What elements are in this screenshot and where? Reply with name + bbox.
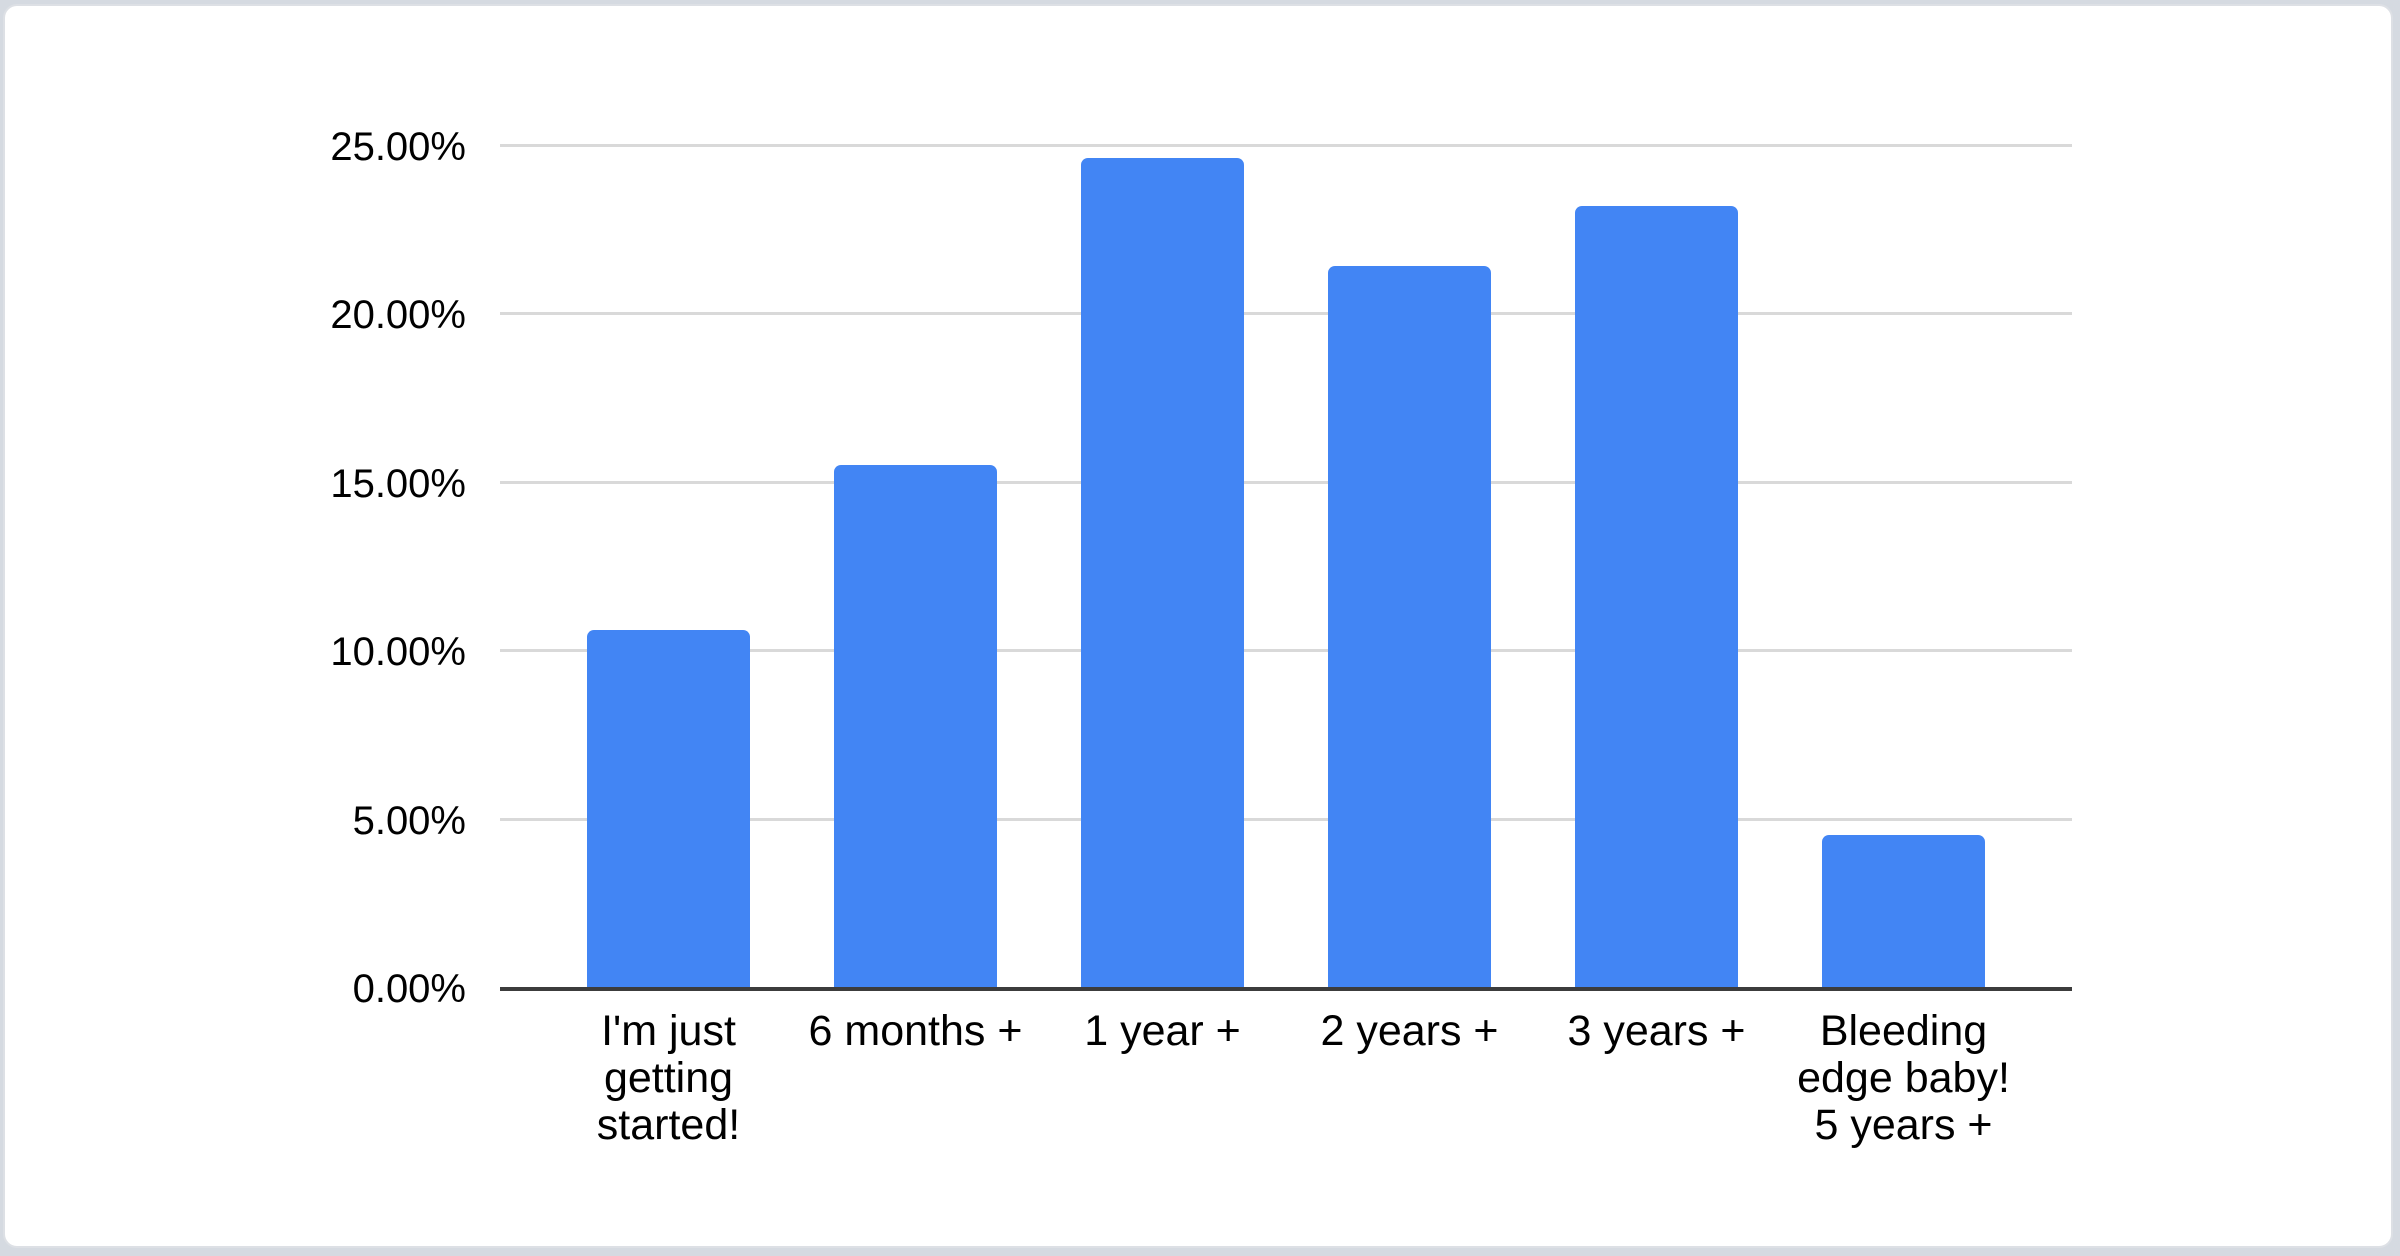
y-axis-tick-label: 10.00% [330,630,466,675]
y-axis-tick-label: 5.00% [352,798,466,843]
chart-card: 0.00% 5.00% 10.00% 15.00% 20.00% 25.00% I'm j… [3,4,2393,1248]
x-axis-baseline [500,987,2072,991]
x-axis-category-label: 1 year + [1084,1007,1241,1055]
x-axis-category-label: Bleeding edge baby! 5 years + [1797,1007,2010,1149]
bar-slot [1039,145,1286,987]
gridline [500,480,2072,484]
bar-1[interactable] [587,630,750,987]
bar-slot [1533,145,1780,987]
y-axis-tick-label: 25.00% [330,125,466,169]
gridline [500,144,2072,147]
x-label-slot: Bleeding edge baby! 5 years + [1780,1008,2027,1149]
bar-6[interactable] [1822,835,1985,987]
x-axis-category-labels: I'm just getting started! 6 months + 1 yea… [545,1008,2027,1149]
bar-slot [1780,145,2027,987]
x-label-slot: 2 years + [1286,1008,1533,1055]
x-label-slot: 6 months + [792,1008,1039,1055]
bar-chart: 0.00% 5.00% 10.00% 15.00% 20.00% 25.00% I'm j… [5,6,2391,1246]
y-axis-tick-label: 0.00% [352,967,466,1011]
x-label-slot: 3 years + [1533,1008,1780,1055]
gridline [500,649,2072,653]
x-axis-category-label: 6 months + [808,1007,1023,1055]
gridline [500,817,2072,821]
y-axis-tick-label: 15.00% [330,461,466,506]
x-axis-category-label: 3 years + [1567,1007,1746,1055]
bars-row [545,145,2027,987]
x-label-slot: 1 year + [1039,1008,1286,1055]
x-label-slot: I'm just getting started! [545,1008,792,1149]
bar-3[interactable] [1081,158,1244,987]
x-axis-category-label: 2 years + [1320,1007,1499,1055]
bar-5[interactable] [1575,205,1738,987]
bar-slot [792,145,1039,987]
bar-4[interactable] [1328,266,1491,987]
bar-2[interactable] [834,464,997,987]
bar-slot [545,145,792,987]
x-axis-category-label: I'm just getting started! [596,1007,741,1149]
y-axis-tick-label: 20.00% [330,293,466,338]
bar-slot [1286,145,1533,987]
gridline [500,312,2072,316]
